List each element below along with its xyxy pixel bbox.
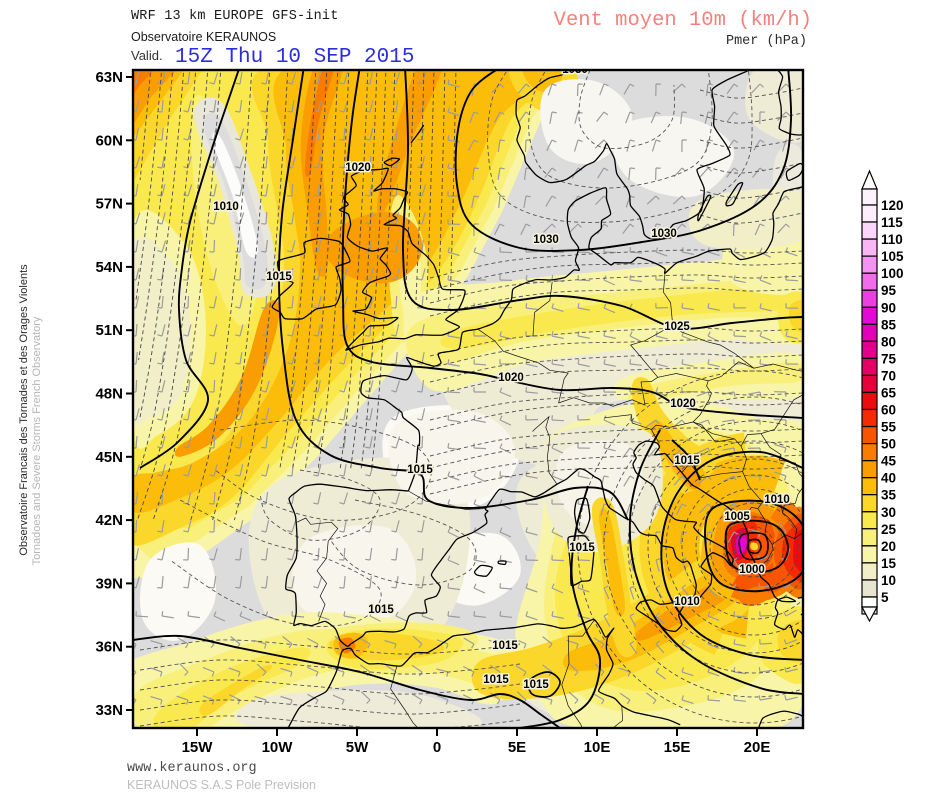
svg-text:1005: 1005 <box>724 511 750 523</box>
svg-text:51N: 51N <box>95 322 123 339</box>
svg-text:1030: 1030 <box>651 228 677 240</box>
svg-text:5W: 5W <box>346 739 369 756</box>
svg-text:57N: 57N <box>95 196 123 213</box>
svg-text:25: 25 <box>881 522 897 537</box>
svg-text:75: 75 <box>881 351 897 366</box>
svg-text:1015: 1015 <box>523 679 549 691</box>
svg-text:1020: 1020 <box>498 372 524 384</box>
svg-text:1015: 1015 <box>674 455 700 467</box>
svg-text:Valid.: Valid. <box>131 48 163 63</box>
svg-text:42N: 42N <box>95 512 123 529</box>
svg-text:15W: 15W <box>182 739 214 756</box>
svg-text:15: 15 <box>881 556 897 571</box>
svg-text:39N: 39N <box>95 575 123 592</box>
svg-text:65: 65 <box>881 386 897 401</box>
svg-text:45N: 45N <box>95 449 123 466</box>
svg-text:1030: 1030 <box>533 234 559 246</box>
svg-text:70: 70 <box>881 368 896 383</box>
svg-text:115: 115 <box>881 215 903 230</box>
svg-text:100: 100 <box>881 266 904 281</box>
svg-text:110: 110 <box>881 232 903 247</box>
svg-text:5: 5 <box>881 590 889 605</box>
svg-text:60N: 60N <box>95 132 123 149</box>
svg-text:120: 120 <box>881 198 904 213</box>
svg-text:15E: 15E <box>664 739 691 756</box>
svg-text:30: 30 <box>881 505 896 520</box>
svg-text:1015: 1015 <box>266 271 292 283</box>
svg-text:55: 55 <box>881 420 897 435</box>
svg-text:KERAUNOS S.A.S Pole Prevision: KERAUNOS S.A.S Pole Prevision <box>127 778 316 792</box>
svg-text:0: 0 <box>433 739 441 756</box>
svg-text:1010: 1010 <box>674 596 700 608</box>
svg-text:1030: 1030 <box>562 64 588 76</box>
svg-text:WRF 13 km EUROPE GFS-init: WRF 13 km EUROPE GFS-init <box>131 9 339 24</box>
svg-text:35: 35 <box>881 488 897 503</box>
svg-text:48N: 48N <box>95 386 123 403</box>
svg-text:1010: 1010 <box>213 201 239 213</box>
svg-text:www.keraunos.org: www.keraunos.org <box>127 761 257 776</box>
svg-text:15Z Thu 10 SEP 2015: 15Z Thu 10 SEP 2015 <box>175 46 414 69</box>
svg-text:80: 80 <box>881 334 896 349</box>
svg-text:Observatoire KERAUNOS: Observatoire KERAUNOS <box>131 30 276 44</box>
svg-text:33N: 33N <box>95 702 123 719</box>
svg-text:1015: 1015 <box>569 542 595 554</box>
svg-text:Observatoire Francais des Torn: Observatoire Francais des Tornades et de… <box>18 264 30 556</box>
svg-text:90: 90 <box>881 300 896 315</box>
svg-text:105: 105 <box>881 249 904 264</box>
svg-text:85: 85 <box>881 317 897 332</box>
svg-text:1015: 1015 <box>483 674 509 686</box>
svg-text:50: 50 <box>881 437 896 452</box>
svg-text:1025: 1025 <box>664 321 690 333</box>
svg-text:Pmer (hPa): Pmer (hPa) <box>726 34 807 49</box>
svg-text:1015: 1015 <box>407 464 433 476</box>
svg-text:45: 45 <box>881 454 897 469</box>
svg-text:Tornadoes and Severe Storms Fr: Tornadoes and Severe Storms French Obser… <box>31 316 43 565</box>
svg-text:60: 60 <box>881 403 896 418</box>
svg-text:1015: 1015 <box>368 604 394 616</box>
svg-text:1010: 1010 <box>764 494 790 506</box>
svg-text:10E: 10E <box>584 739 611 756</box>
svg-text:10W: 10W <box>262 739 294 756</box>
svg-text:10: 10 <box>881 573 896 588</box>
svg-text:95: 95 <box>881 283 897 298</box>
svg-text:1020: 1020 <box>345 162 371 174</box>
svg-text:36N: 36N <box>95 639 123 656</box>
svg-text:54N: 54N <box>95 259 123 276</box>
svg-text:1015: 1015 <box>492 640 518 652</box>
svg-text:Vent moyen 10m (km/h): Vent moyen 10m (km/h) <box>554 9 812 32</box>
svg-text:1000: 1000 <box>739 564 765 576</box>
svg-text:5E: 5E <box>508 739 526 756</box>
svg-text:63N: 63N <box>95 69 123 86</box>
svg-text:20: 20 <box>881 539 896 554</box>
svg-text:40: 40 <box>881 471 896 486</box>
svg-text:20E: 20E <box>744 739 771 756</box>
svg-text:1020: 1020 <box>670 398 696 410</box>
